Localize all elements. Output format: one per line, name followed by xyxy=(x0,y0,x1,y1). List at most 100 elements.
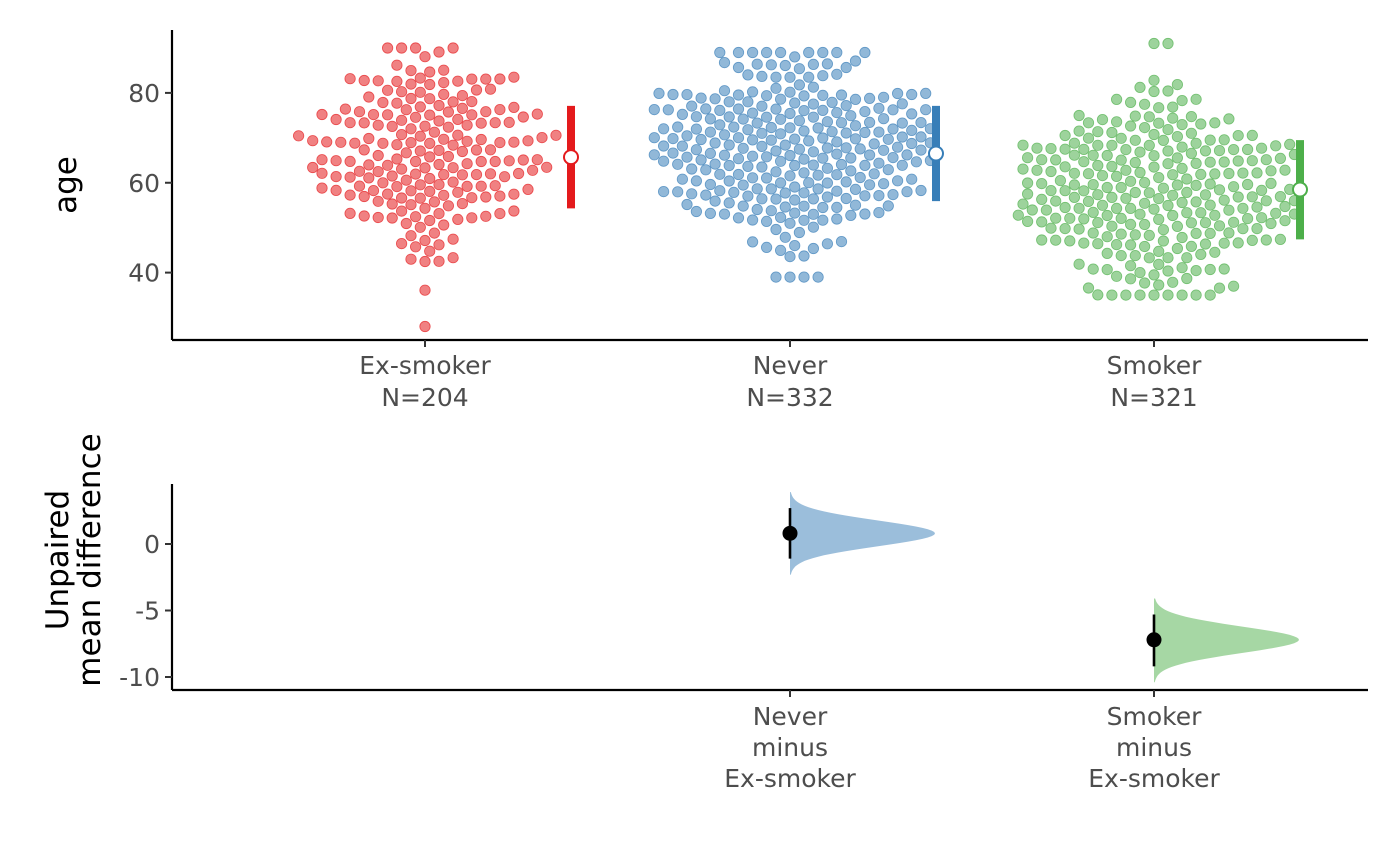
data-point xyxy=(1073,223,1085,235)
data-point xyxy=(498,171,511,183)
data-point xyxy=(424,78,436,91)
data-point xyxy=(424,172,436,185)
data-point xyxy=(746,46,759,59)
data-point xyxy=(1087,206,1099,218)
data-point xyxy=(737,142,749,154)
data-point xyxy=(770,103,782,115)
data-point xyxy=(1190,196,1202,208)
data-point xyxy=(1026,204,1038,216)
data-point xyxy=(494,208,506,220)
data-point xyxy=(709,93,721,105)
data-point xyxy=(728,121,740,133)
data-point xyxy=(531,108,543,120)
data-point xyxy=(489,155,501,168)
data-point xyxy=(1171,242,1184,255)
data-point xyxy=(774,177,787,189)
data-point xyxy=(414,179,426,191)
data-point xyxy=(484,144,497,156)
data-point xyxy=(667,133,679,145)
data-point xyxy=(681,89,693,101)
data-point xyxy=(419,162,431,174)
data-point xyxy=(779,139,791,151)
data-point xyxy=(714,185,726,197)
data-point xyxy=(344,189,356,201)
data-point xyxy=(681,151,693,163)
data-point xyxy=(1157,235,1170,247)
data-point xyxy=(1181,186,1193,198)
data-point xyxy=(433,115,445,127)
data-point xyxy=(1279,215,1291,227)
data-point xyxy=(831,148,843,160)
data-point xyxy=(470,84,483,96)
data-point xyxy=(1260,154,1272,166)
mean-marker xyxy=(928,145,944,162)
group-count-label: N=332 xyxy=(746,383,833,412)
data-point xyxy=(709,137,721,149)
data-point xyxy=(672,158,684,170)
data-point xyxy=(1218,237,1230,249)
data-point xyxy=(756,70,768,83)
data-point xyxy=(723,197,735,209)
data-point xyxy=(1101,149,1113,162)
data-point xyxy=(746,236,759,248)
data-point xyxy=(391,153,403,165)
data-point xyxy=(887,104,899,116)
data-point xyxy=(1143,111,1155,123)
data-point xyxy=(344,155,356,167)
data-point xyxy=(648,149,660,161)
data-point xyxy=(732,153,745,165)
data-point xyxy=(1139,122,1151,134)
data-point xyxy=(438,64,450,76)
data-point xyxy=(395,114,408,126)
data-point xyxy=(1050,212,1062,224)
data-point xyxy=(391,59,403,71)
data-point xyxy=(1078,156,1090,168)
data-point xyxy=(330,113,342,126)
data-point xyxy=(686,188,698,200)
data-point xyxy=(438,189,450,201)
data-point xyxy=(690,111,703,123)
data-point xyxy=(1111,116,1123,128)
data-point xyxy=(770,271,782,283)
effect-size-point xyxy=(782,525,798,541)
data-point xyxy=(1171,79,1184,91)
data-point xyxy=(1157,224,1170,236)
data-point xyxy=(1279,164,1291,176)
data-point xyxy=(1190,179,1202,191)
data-point xyxy=(433,46,445,58)
data-point xyxy=(395,205,408,217)
data-point xyxy=(1082,168,1095,180)
data-point xyxy=(1204,199,1216,211)
data-point xyxy=(405,185,417,197)
data-point xyxy=(700,103,712,115)
data-point xyxy=(840,142,852,154)
data-point xyxy=(1228,280,1240,292)
data-point xyxy=(433,179,445,191)
data-point xyxy=(807,221,820,233)
comparison-label: minus xyxy=(1116,733,1192,762)
data-point xyxy=(447,139,459,151)
data-point xyxy=(428,227,440,239)
data-point xyxy=(452,186,464,198)
data-point xyxy=(475,117,487,129)
data-point xyxy=(859,208,871,220)
data-point xyxy=(1139,277,1151,289)
data-point xyxy=(845,152,857,164)
data-point xyxy=(770,193,782,205)
data-point xyxy=(428,196,440,208)
data-point xyxy=(732,89,745,101)
data-point xyxy=(1096,170,1109,182)
data-point xyxy=(1111,170,1123,182)
data-point xyxy=(344,171,356,183)
data-point xyxy=(1125,239,1137,251)
data-point xyxy=(1228,144,1240,156)
data-point xyxy=(774,93,787,105)
data-point xyxy=(1087,227,1099,239)
data-point xyxy=(1162,158,1174,170)
data-point xyxy=(807,58,820,71)
data-point xyxy=(316,182,328,194)
data-point xyxy=(1087,263,1099,275)
data-point xyxy=(438,88,450,101)
data-point xyxy=(1054,175,1067,187)
swarm-2 xyxy=(1012,37,1301,301)
